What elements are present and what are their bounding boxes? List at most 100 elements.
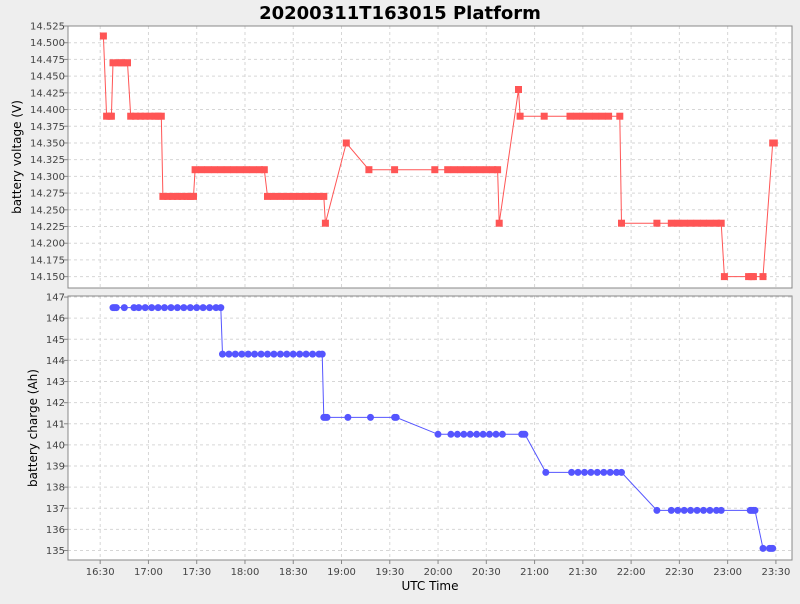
charge-data-point [392,413,400,421]
voltage-data-point [712,219,720,227]
voltage-y-tick-label: 14.350 [30,138,65,149]
charge-data-point [173,304,181,312]
charge-data-point [296,350,304,358]
charge-data-point [712,506,720,514]
voltage-data-point [495,219,503,227]
x-tick-label: 19:30 [375,567,404,578]
voltage-data-point [540,112,548,120]
charge-data-point [674,506,682,514]
charge-y-tick-label: 145 [46,335,65,346]
voltage-data-point [770,139,778,147]
charge-data-point [717,506,725,514]
charge-data-point [593,468,601,476]
voltage-data-point [320,192,328,200]
charge-data-point [700,506,707,514]
charge-plot-area [68,296,792,560]
voltage-data-point [127,112,135,120]
voltage-y-tick-label: 14.425 [30,88,65,99]
x-tick-label: 23:30 [761,567,790,578]
charge-y-tick-label: 137 [46,504,65,515]
x-tick-label: 17:00 [134,567,163,578]
voltage-data-point [457,166,465,174]
voltage-data-point [489,166,497,174]
voltage-data-point [720,273,728,281]
voltage-data-point [178,192,186,200]
voltage-data-point [309,192,317,200]
charge-data-point [206,304,214,312]
voltage-data-point [191,166,199,174]
charge-data-point [447,430,455,438]
charge-data-point [225,350,233,358]
voltage-data-point [109,59,117,67]
x-tick-label: 23:00 [713,567,742,578]
voltage-data-point [592,112,600,120]
charge-data-point [680,506,688,514]
voltage-data-point [210,166,218,174]
chart-title: 20200311T163015 Platform [259,3,541,24]
voltage-data-point [260,166,268,174]
voltage-y-tick-label: 14.175 [30,255,65,266]
voltage-data-point [700,219,707,227]
charge-y-tick-label: 139 [46,462,65,473]
voltage-data-point [674,219,682,227]
voltage-data-point [249,166,257,174]
charge-y-tick-label: 135 [46,546,65,557]
charge-data-point [112,304,120,312]
charge-data-point [587,468,595,476]
x-tick-label: 22:00 [617,567,646,578]
charge-data-point [568,468,576,476]
charge-data-point [302,350,310,358]
voltage-data-point [653,219,661,227]
voltage-y-tick-label: 14.475 [30,55,65,66]
voltage-data-point [243,166,251,174]
voltage-y-tick-label: 14.375 [30,122,65,133]
voltage-data-point [572,112,580,120]
charge-data-point [193,304,201,312]
voltage-data-point [605,112,613,120]
voltage-data-point [136,112,144,120]
charge-data-point [769,544,777,552]
charge-data-point [309,350,317,358]
voltage-data-point [717,219,725,227]
charge-data-point [120,304,128,312]
voltage-data-point [391,166,399,174]
voltage-data-point [342,139,350,147]
charge-data-point [135,304,143,312]
voltage-data-point [159,192,167,200]
voltage-data-point [680,219,688,227]
voltage-y-tick-label: 14.300 [30,172,65,183]
voltage-data-point [198,166,205,174]
charge-data-point [161,304,168,312]
charge-data-point [600,468,608,476]
charge-y-tick-label: 144 [46,356,65,367]
charge-data-point [460,430,468,438]
voltage-data-point [494,166,502,174]
charge-data-point [687,506,695,514]
charge-data-point [693,506,701,514]
voltage-data-point [585,112,593,120]
charge-data-point [141,304,149,312]
charge-data-point [492,430,500,438]
charge-data-point [751,506,759,514]
x-tick-label: 22:30 [665,567,694,578]
voltage-data-point [146,112,154,120]
charge-data-point [212,304,220,312]
voltage-y-tick-label: 14.450 [30,72,65,83]
voltage-data-point [204,166,212,174]
charge-y-tick-label: 143 [46,377,65,388]
charge-data-point [606,468,614,476]
charge-data-point [473,430,481,438]
charge-data-point [148,304,156,312]
voltage-data-point [169,192,177,200]
voltage-data-point [598,112,606,120]
charge-y-tick-label: 136 [46,525,65,536]
voltage-data-point [566,112,574,120]
charge-data-point [217,304,225,312]
voltage-data-point [365,166,373,174]
charge-data-point [653,506,661,514]
charge-data-point [344,413,352,421]
voltage-data-point [164,192,172,200]
charge-data-point [154,304,162,312]
voltage-data-point [444,166,452,174]
